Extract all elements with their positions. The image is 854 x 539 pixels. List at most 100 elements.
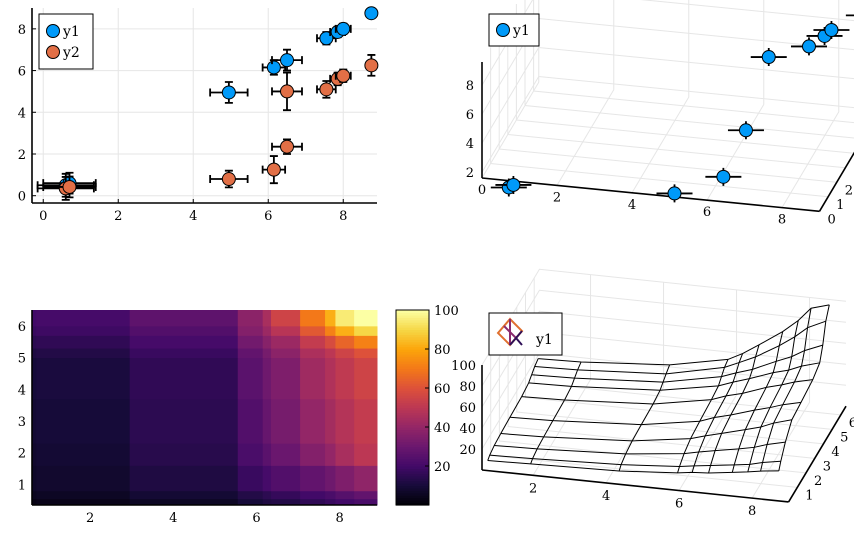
point-y2 xyxy=(62,179,77,194)
colorbar-step xyxy=(396,373,429,377)
heatmap-cell xyxy=(32,398,37,444)
heatmap-cell xyxy=(129,398,239,444)
colorbar-step xyxy=(396,466,429,470)
colorbar-step xyxy=(396,334,429,338)
y-tick-label: 2 xyxy=(18,148,26,163)
heatmap-cell xyxy=(335,325,355,336)
legend-marker-y1 xyxy=(46,24,60,38)
heatmap-cell xyxy=(325,325,336,336)
colorbar-step xyxy=(396,458,429,462)
wire-col xyxy=(487,358,539,461)
colorbar-step xyxy=(396,397,429,401)
point-y1 xyxy=(824,22,839,37)
heatmap-cell xyxy=(32,443,37,466)
heatmap-cell xyxy=(129,498,239,506)
colorbar-step xyxy=(396,424,429,428)
colorbar-step xyxy=(396,434,429,438)
wire-col xyxy=(747,320,799,472)
y-tick-label: 6 xyxy=(18,320,26,335)
colorbar-step xyxy=(396,319,429,323)
heatmap-cell xyxy=(129,465,239,492)
heatmap-cell xyxy=(32,357,37,400)
colorbar-step xyxy=(396,405,429,409)
colorbar-step xyxy=(396,327,429,331)
heatmap-cell xyxy=(36,465,131,492)
heatmap-cell xyxy=(325,465,336,492)
y-axis xyxy=(787,405,847,503)
wire-row xyxy=(521,379,813,405)
grid-line-y xyxy=(533,0,854,124)
colorbar-step xyxy=(396,419,429,423)
wire-row xyxy=(489,454,781,468)
x-tick-label: 6 xyxy=(675,497,683,512)
heatmap-cell xyxy=(271,310,301,327)
y-tick-label: 4 xyxy=(18,106,26,121)
y-tick-label: 5 xyxy=(840,430,848,445)
colorbar-step xyxy=(396,451,429,455)
colorbar-step xyxy=(396,388,429,392)
x-tick-label: 2 xyxy=(86,511,94,526)
heatmap-cell xyxy=(300,443,326,466)
heatmap-cell xyxy=(36,357,131,400)
heatmap-cell xyxy=(262,348,272,359)
heatmap-cell xyxy=(325,498,336,506)
heatmap-cell xyxy=(129,325,239,336)
legend-label-y1: y1 xyxy=(512,23,530,39)
grid-line-y xyxy=(533,278,841,416)
heatmap-cell xyxy=(237,398,264,444)
heatmap-cell xyxy=(335,310,355,327)
colorbar-step xyxy=(396,341,429,345)
colorbar-step xyxy=(396,385,429,389)
y-tick-label: 0 xyxy=(828,212,836,227)
colorbar-step xyxy=(396,358,429,362)
heatmap-cell xyxy=(129,443,239,466)
scatter-3d-panel: 0246801234562468y1 xyxy=(466,0,854,228)
heatmap-cell xyxy=(325,335,336,349)
grid-line-x xyxy=(678,289,738,491)
heatmap-cell xyxy=(32,465,37,492)
x-tick-label: 8 xyxy=(778,213,786,228)
y-tick-label: 2 xyxy=(18,447,26,462)
wire-col xyxy=(691,353,744,473)
colorbar-step xyxy=(396,448,429,452)
colorbar-step xyxy=(396,478,429,482)
heatmap-cell xyxy=(325,398,336,444)
grid-line-z xyxy=(481,46,854,144)
heatmap-cell xyxy=(300,325,326,336)
wire-col xyxy=(760,308,812,472)
grid-line-x xyxy=(605,282,665,484)
x-tick-label: 0 xyxy=(39,209,47,224)
heatmap-cell xyxy=(36,348,131,359)
colorbar-step xyxy=(396,349,429,353)
wire-row xyxy=(528,362,820,391)
legend-box xyxy=(488,312,563,356)
heatmap-cell xyxy=(354,490,378,500)
wire-row xyxy=(487,460,779,474)
legend-glyph-b xyxy=(503,319,517,345)
heatmap-cell xyxy=(271,325,301,336)
x-tick-label: 6 xyxy=(252,511,260,526)
grid-line-y xyxy=(498,336,807,474)
point-y2 xyxy=(221,172,236,187)
colorbar-step xyxy=(396,378,429,382)
grid-line-z xyxy=(481,75,854,173)
colorbar-step xyxy=(396,468,429,472)
z-tick-label: 6 xyxy=(466,108,474,123)
colorbar-step xyxy=(396,351,429,355)
colorbar-tick-label: 40 xyxy=(434,421,451,436)
y-tick-label: 3 xyxy=(18,415,26,430)
wire-row xyxy=(534,320,826,375)
heatmap-cell xyxy=(237,348,264,359)
heatmap-cell xyxy=(36,398,131,444)
x-tick-label: 2 xyxy=(529,481,537,496)
point-y1 xyxy=(221,85,236,100)
point-y2 xyxy=(280,139,294,154)
grid-line-y xyxy=(507,18,846,169)
point-y1 xyxy=(280,53,294,68)
colorbar-step xyxy=(396,441,429,445)
point-y1 xyxy=(761,50,776,65)
z-tick-label: 80 xyxy=(459,380,476,395)
heatmap-cell xyxy=(237,443,264,466)
